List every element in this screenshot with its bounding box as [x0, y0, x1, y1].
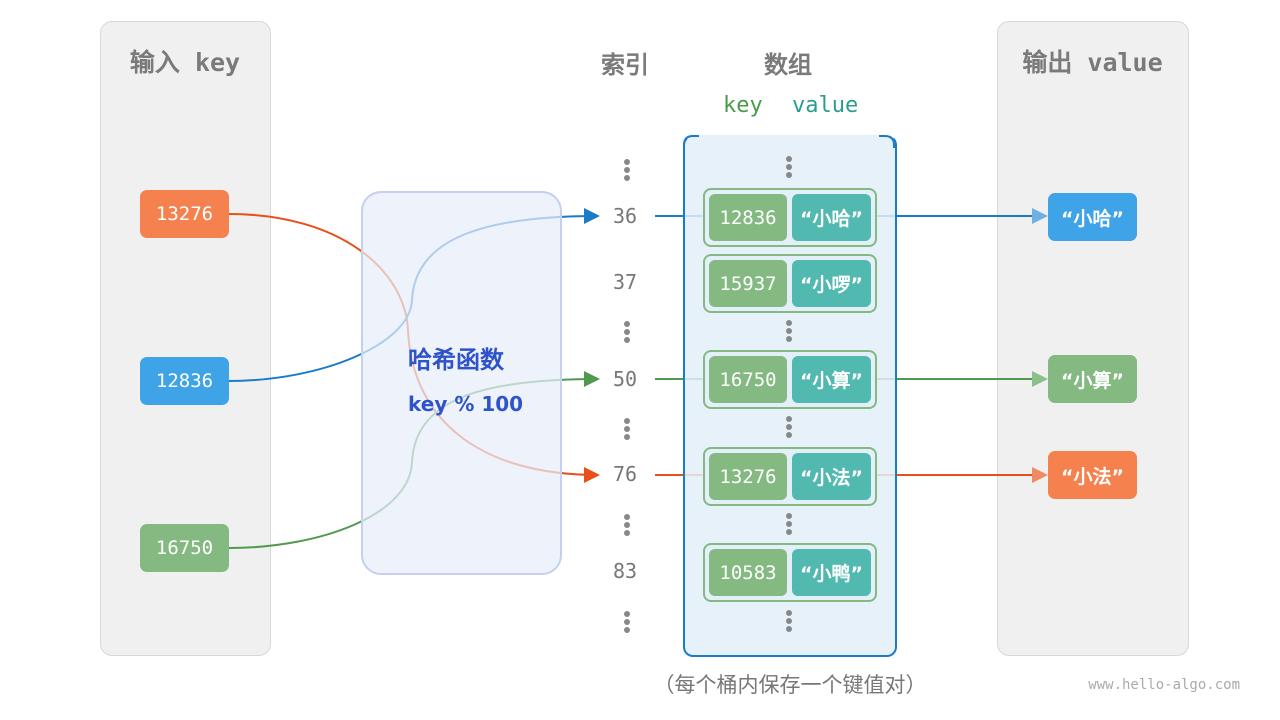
bucket-entry: 13276 “小法” [703, 447, 877, 506]
output-value-chip: “小法” [1048, 451, 1137, 499]
output-value-chip: “小哈” [1048, 193, 1137, 241]
ellipsis-icon [786, 416, 792, 440]
array-title: 数组 [764, 51, 812, 79]
bucket-entry: 10583 “小鸭” [703, 543, 877, 602]
entry-value: “小鸭” [792, 549, 871, 596]
ellipsis-icon [624, 611, 630, 635]
watermark: www.hello-algo.com [1088, 677, 1240, 693]
index-label: 83 [612, 559, 638, 583]
index-label: 37 [612, 270, 638, 294]
key-column-label: key [723, 93, 763, 118]
output-panel [997, 21, 1189, 656]
input-panel-title: 输入 key [129, 48, 241, 77]
index-label: 36 [612, 204, 638, 228]
input-key-chip: 16750 [140, 524, 229, 572]
hash-function-title: 哈希函数 [408, 346, 504, 374]
index-label: 76 [612, 462, 638, 486]
ellipsis-icon [786, 513, 792, 537]
bucket-entry: 12836 “小哈” [703, 188, 877, 247]
ellipsis-icon [624, 514, 630, 538]
ellipsis-icon [624, 418, 630, 442]
output-panel-title: 输出 value [1022, 48, 1163, 77]
entry-value: “小算” [792, 356, 871, 403]
ellipsis-icon [786, 156, 792, 180]
index-label: 50 [612, 367, 638, 391]
entry-key: 12836 [709, 194, 787, 241]
ellipsis-icon [624, 159, 630, 183]
hash-function-box [361, 191, 562, 575]
index-column-title: 索引 [601, 51, 649, 79]
entry-value: “小啰” [792, 260, 871, 307]
bucket-entry: 15937 “小啰” [703, 254, 877, 313]
hash-function-formula: key % 100 [408, 392, 524, 416]
input-key-chip: 13276 [140, 190, 229, 238]
output-value-chip: “小算” [1048, 355, 1137, 403]
ellipsis-icon [786, 610, 792, 634]
entry-key: 10583 [709, 549, 787, 596]
entry-value: “小哈” [792, 194, 871, 241]
bucket-entry: 16750 “小算” [703, 350, 877, 409]
ellipsis-icon [624, 321, 630, 345]
caption: （每个桶内保存一个键值对） [653, 673, 927, 697]
value-column-label: value [792, 93, 859, 118]
entry-key: 16750 [709, 356, 787, 403]
entry-key: 13276 [709, 453, 787, 500]
bucket-array-top-corners [683, 135, 895, 148]
ellipsis-icon [786, 320, 792, 344]
input-key-chip: 12836 [140, 357, 229, 405]
entry-key: 15937 [709, 260, 787, 307]
entry-value: “小法” [792, 453, 871, 500]
